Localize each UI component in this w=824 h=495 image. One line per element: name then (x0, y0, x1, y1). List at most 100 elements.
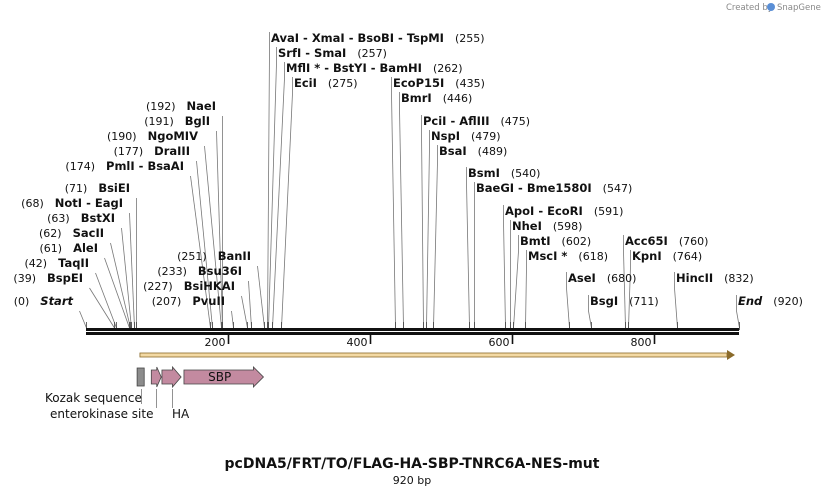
enzyme-separator: - (367, 61, 380, 75)
cut-position: (62) (39, 227, 62, 240)
enzyme-name: EcoP15I (393, 76, 444, 90)
enzyme-label-text: (233) Bsu36I (157, 264, 242, 278)
enzyme-label-apoI: ApoI - EcoRI (591) (505, 204, 623, 218)
enzyme-label-pvuII: (207) PvuII (152, 294, 225, 308)
enzyme-label-draIII: (177) DraIII (114, 144, 190, 158)
orf-body (139, 352, 728, 358)
enzyme-name: PvuII (192, 294, 225, 308)
enzyme-label-nheI: NheI (598) (512, 219, 582, 233)
enzyme-label-naeI: (192) NaeI (146, 99, 216, 113)
enzyme-name: BglI (185, 114, 210, 128)
enzyme-name: BanII (218, 249, 251, 263)
credit-text: Created by (726, 3, 773, 13)
enzyme-name: XmaI (312, 31, 345, 45)
cut-position: (618) (578, 250, 608, 263)
backbone-top-strand (86, 328, 739, 331)
enzyme-name: NgoMIV (148, 129, 198, 143)
leader-line-hincII (674, 272, 678, 329)
enzyme-separator: - (320, 61, 333, 75)
leader-line-bmtI (513, 235, 519, 329)
enzyme-label-pciI: PciI - AflIII (475) (423, 114, 530, 128)
enzyme-separator: - (446, 114, 459, 128)
cut-position: (255) (455, 32, 485, 45)
cut-position: (598) (553, 220, 583, 233)
enzyme-name: AvaI (271, 31, 299, 45)
enzyme-name: BsaAI (147, 159, 184, 173)
enzyme-name: BamHI (380, 61, 422, 75)
cut-position: (233) (157, 265, 187, 278)
leader-line-banII (257, 265, 265, 329)
enzyme-label-text: BsgI (711) (590, 294, 659, 308)
enzyme-label-mscI: MscI * (618) (528, 249, 608, 263)
enzyme-label-text: NheI (598) (512, 219, 582, 233)
leader-line-avaI (267, 32, 270, 329)
enzyme-label-srfI: SrfI - SmaI (257) (278, 46, 387, 60)
enzyme-name: BspEI (47, 271, 83, 285)
enzyme-name: KpnI (632, 249, 662, 263)
enzyme-name: NheI (512, 219, 542, 233)
leader-line-start (79, 310, 87, 329)
enzyme-label-text: AvaI - XmaI - BsoBI - TspMI (255) (271, 31, 485, 45)
enzyme-name: PciI (423, 114, 446, 128)
ruler-tick: 400 (347, 335, 372, 349)
enzyme-label-baeGI: BaeGI - Bme1580I (547) (476, 181, 632, 195)
cut-site-leader-lines (79, 32, 740, 330)
enzyme-label-bmtI: BmtI (602) (520, 234, 591, 248)
features: Kozak sequence enterokinase site HA SBP (45, 365, 265, 421)
enzyme-name: EcoRI (547, 204, 583, 218)
enzyme-label-aleI: (61) AleI (39, 241, 98, 255)
cut-position: (680) (607, 272, 637, 285)
cut-position: (192) (146, 100, 176, 113)
feature-shape (136, 367, 145, 387)
enzyme-name: SacII (73, 226, 104, 240)
enzyme-label-text: KpnI (764) (632, 249, 702, 263)
enzyme-label-mflI: MflI * - BstYI - BamHI (262) (286, 61, 463, 75)
enzyme-name: NaeI (187, 99, 216, 113)
enzyme-label-text: (62) SacII (39, 226, 104, 240)
cut-position: (39) (13, 272, 36, 285)
page-title: pcDNA5/FRT/TO/FLAG-HA-SBP-TNRC6A-NES-mut (225, 456, 600, 472)
cut-position: (61) (39, 242, 62, 255)
enzyme-label-text: BsaI (489) (439, 144, 507, 158)
enzyme-name: End (738, 294, 763, 308)
leader-line-end (736, 295, 740, 329)
enzyme-label-text: NspI (479) (431, 129, 501, 143)
enzyme-label-hincII: HincII (832) (676, 271, 754, 285)
enzyme-label-start: (0) Start (14, 294, 74, 308)
enzyme-name: PmlI (106, 159, 135, 173)
enzyme-label-taqII: (42) TaqII (24, 256, 89, 270)
enzyme-label-text: Acc65I (760) (625, 234, 708, 248)
cut-position: (207) (152, 295, 182, 308)
enzyme-label-text: EcoP15I (435) (393, 76, 485, 90)
enzyme-label-text: (192) NaeI (146, 99, 216, 113)
cut-position: (42) (24, 257, 47, 270)
enzyme-label-text: AseI (680) (568, 271, 636, 285)
leader-line-bsiHKAI (241, 295, 248, 329)
enzyme-label-bglI: (191) BglI (144, 114, 210, 128)
enzyme-name: NotI (55, 196, 82, 210)
enzyme-label-sacII: (62) SacII (39, 226, 104, 240)
sequence-backbone (86, 328, 739, 335)
ruler-tick: 600 (489, 335, 514, 349)
enzyme-label-text: HincII (832) (676, 271, 754, 285)
enzyme-name: NspI (431, 129, 460, 143)
leader-line-taqII (95, 272, 117, 329)
cut-position: (63) (47, 212, 70, 225)
feature-label: SBP (208, 370, 231, 384)
tick-label: 800 (631, 336, 652, 349)
ruler-ticks: 200 400 600 800 (205, 335, 656, 349)
enzyme-name: BsaI (439, 144, 467, 158)
tick-label: 600 (489, 336, 510, 349)
enzyme-separator: - (135, 159, 148, 173)
enzyme-name: BsiEI (98, 181, 130, 195)
leader-line-kpnI (628, 250, 631, 329)
enzyme-label-bsiEI: (71) BsiEI (65, 181, 130, 195)
cut-position: (479) (471, 130, 501, 143)
enzyme-separator: - (514, 181, 527, 195)
enzyme-label-text: (63) BstXI (47, 211, 115, 225)
tick-label: 200 (205, 336, 226, 349)
enzyme-name: BstXI (81, 211, 115, 225)
enzyme-name: Start (40, 294, 73, 308)
cut-position: (764) (673, 250, 703, 263)
enzyme-label-kpnI: KpnI (764) (632, 249, 702, 263)
